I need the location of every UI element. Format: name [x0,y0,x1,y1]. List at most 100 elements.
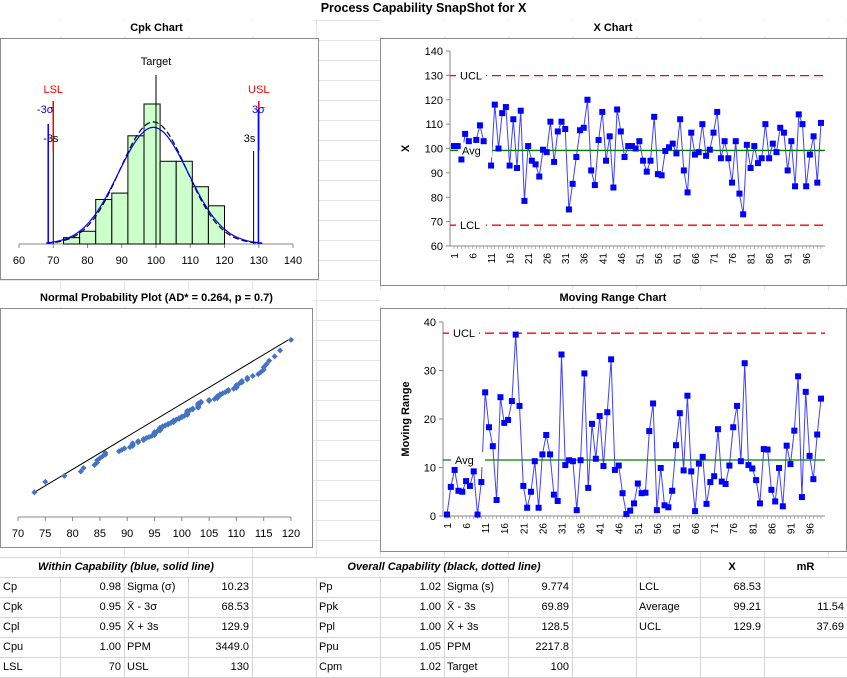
x-tick-label: 36 [580,253,591,265]
data-point [651,113,658,120]
within-capability-header: Within Capability (blue, solid line) [38,561,214,573]
data-point [517,107,524,114]
overall-metric-value: 1.02 [419,661,441,673]
x-tick-label: 110 [181,255,199,267]
x-tick-label: 76 [728,253,739,265]
x-tick-label: 86 [765,253,776,265]
ucl-label: UCL [453,328,475,340]
data-point [602,157,609,164]
data-point [465,138,472,145]
capability-tables: Within Capability (blue, solid line) Ove… [0,557,847,678]
data-point [462,130,469,137]
limit-mr-value: 37.69 [816,621,844,633]
x-tick-label: 51 [634,523,645,535]
x-tick-label: 61 [672,523,683,535]
overall-metric-value: 1.05 [419,641,441,653]
data-point [42,478,49,485]
y-tick-label: 40 [424,317,436,329]
data-point [721,138,728,145]
data-point [751,143,758,150]
y-tick-label: 90 [431,168,443,180]
data-point [520,482,527,489]
limit-label: LCL [639,581,660,593]
data-point [762,121,769,128]
data-point [642,489,649,496]
data-point [459,488,466,495]
data-point [628,143,635,150]
data-point [707,479,714,486]
data-point [236,380,243,387]
y-tick-label: 80 [431,192,443,204]
data-point [658,172,665,179]
within-metric-value: 0.95 [99,621,121,633]
data-point [604,409,611,416]
data-point [776,464,783,471]
data-point [627,507,634,514]
data-point [695,460,702,467]
data-point [684,189,691,196]
data-point [463,478,470,485]
target-label: Target [141,56,172,68]
data-point [558,351,565,358]
plus-3sigma-label: 3σ [252,104,265,116]
data-point [61,472,68,479]
data-point [692,508,699,515]
data-point [729,179,736,186]
data-point [96,455,103,462]
data-point [470,468,477,475]
data-point [238,377,245,384]
data-point [489,443,496,450]
data-point [768,486,775,493]
data-point [631,500,637,507]
data-point [795,373,802,380]
y-tick-label: 30 [424,366,436,378]
data-point [673,150,680,157]
x-tick-label: 81 [747,253,758,265]
x-tick-label: 66 [691,523,702,535]
data-point [573,507,580,514]
data-point [527,488,534,495]
x-tick-label: 96 [806,523,817,535]
overall-metric-label: Cpm [319,661,343,673]
x-tick-label: 85 [94,528,106,540]
x-tick-label: 105 [200,528,218,540]
within-stat-value: 10.23 [221,581,249,593]
data-point [551,158,558,165]
lcl-label-bg [456,217,486,233]
x-tick-label: 16 [500,523,511,535]
data-point [508,398,515,405]
data-point [558,118,565,125]
data-point [749,465,756,472]
data-point [810,476,817,483]
x-tick-label: 140 [284,255,302,267]
x-tick-label: 26 [538,523,549,535]
data-point [617,128,624,135]
data-point [589,420,596,427]
data-point [591,182,598,189]
x-tick-label: 41 [596,523,607,535]
data-point [244,374,251,381]
series-line [454,99,822,215]
data-point [535,504,542,511]
data-point [653,507,660,514]
data-point [451,466,458,473]
y-tick-label: 110 [425,119,443,131]
data-point [476,122,483,129]
data-point [611,466,618,473]
within-metric-label: Cpk [3,601,23,613]
data-point [497,394,504,401]
x-tick-label: 75 [39,528,51,540]
data-point [806,151,813,158]
data-point [506,162,513,169]
within-stat-value: 129.9 [221,621,249,633]
x-tick-label: 90 [121,528,133,540]
x-tick-label: 80 [81,255,93,267]
x-tick-label: 110 [228,528,246,540]
data-point [610,184,617,191]
within-stat-label: X̄ - 3σ [127,601,158,613]
ucl-label: UCL [460,71,482,83]
x-tick-label: 95 [148,528,160,540]
data-point [619,490,626,497]
x-tick-label: 61 [672,253,683,265]
